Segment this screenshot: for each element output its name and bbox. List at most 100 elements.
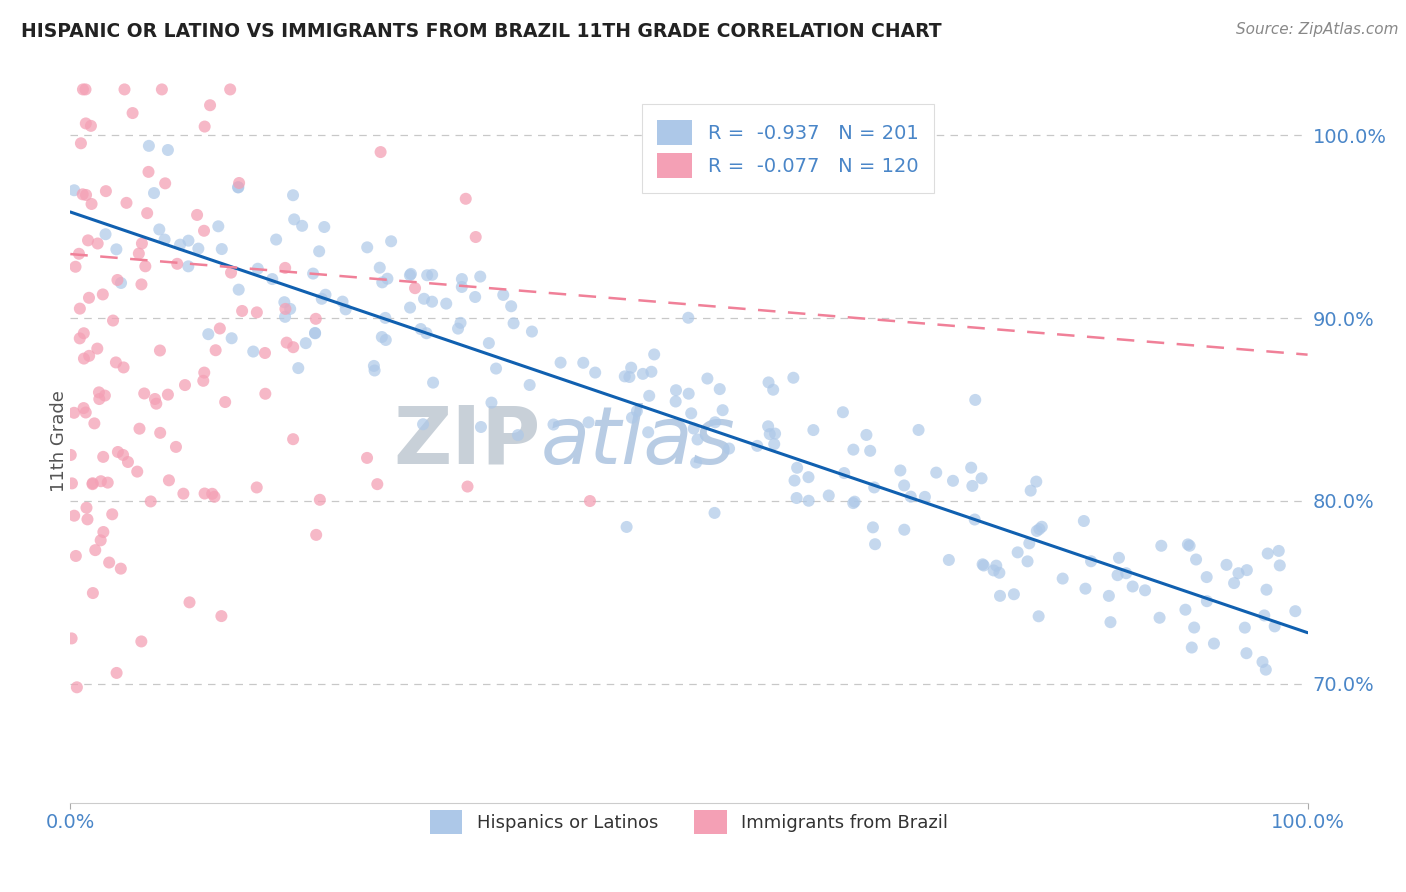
Point: [90, 533, 112, 548]
Point: [131, 277, 153, 292]
Point: [619, 370, 641, 384]
Point: [156, 387, 179, 401]
Point: [107, 445, 129, 459]
Point: [94, 184, 117, 198]
Point: [90, 474, 112, 488]
Point: [60, 476, 83, 491]
Point: [187, 242, 209, 256]
Point: [65, 260, 87, 274]
Point: [82, 586, 104, 600]
Point: [434, 296, 457, 310]
Point: [478, 336, 501, 351]
Point: [128, 246, 150, 260]
Point: [862, 520, 884, 534]
Point: [221, 331, 243, 345]
Point: [579, 494, 602, 508]
Point: [82, 477, 104, 491]
Point: [1215, 558, 1237, 572]
Point: [91, 450, 114, 464]
Point: [80, 197, 103, 211]
Point: [1080, 554, 1102, 568]
Point: [962, 479, 984, 493]
Point: [762, 383, 785, 397]
Point: [76, 512, 98, 526]
Point: [1018, 536, 1040, 550]
Point: [136, 206, 159, 220]
Point: [278, 301, 301, 316]
Point: [246, 305, 269, 319]
Point: [294, 336, 316, 351]
Point: [314, 219, 336, 234]
Point: [399, 268, 422, 283]
Point: [60, 632, 83, 646]
Point: [274, 301, 297, 316]
Point: [101, 313, 124, 327]
Point: [681, 406, 703, 420]
Point: [1264, 619, 1286, 633]
Point: [481, 395, 503, 409]
Point: [314, 287, 336, 301]
Point: [93, 524, 115, 539]
Point: [371, 276, 394, 290]
Point: [409, 322, 432, 336]
Point: [631, 367, 654, 381]
Point: [186, 208, 208, 222]
Point: [803, 423, 825, 437]
Point: [75, 116, 97, 130]
Point: [638, 389, 661, 403]
Point: [179, 595, 201, 609]
Point: [304, 326, 326, 340]
Point: [105, 665, 128, 680]
Point: [709, 382, 731, 396]
Point: [1025, 475, 1047, 489]
Point: [1185, 552, 1208, 566]
Point: [105, 243, 128, 257]
Point: [283, 212, 305, 227]
Point: [131, 236, 153, 251]
Point: [1177, 537, 1199, 551]
Point: [82, 476, 104, 491]
Point: [75, 188, 97, 202]
Point: [374, 333, 396, 347]
Point: [450, 280, 472, 294]
Point: [1031, 520, 1053, 534]
Point: [797, 493, 820, 508]
Point: [127, 465, 149, 479]
Point: [640, 365, 662, 379]
Point: [1025, 524, 1047, 538]
Point: [69, 331, 91, 345]
Point: [1268, 558, 1291, 573]
Point: [1122, 579, 1144, 593]
Point: [1002, 587, 1025, 601]
Point: [201, 487, 224, 501]
Point: [356, 240, 378, 254]
Point: [73, 326, 96, 341]
Point: [89, 392, 111, 406]
Point: [422, 376, 444, 390]
Point: [77, 349, 100, 363]
Point: [165, 440, 187, 454]
Point: [101, 508, 124, 522]
Point: [59, 448, 82, 462]
Point: [97, 475, 120, 490]
Point: [138, 165, 160, 179]
Point: [73, 351, 96, 366]
Point: [665, 383, 688, 397]
Point: [637, 425, 659, 440]
Point: [291, 219, 314, 233]
Point: [150, 82, 173, 96]
Point: [107, 273, 129, 287]
Point: [1115, 566, 1137, 581]
Point: [204, 343, 226, 358]
Point: [209, 609, 232, 624]
Point: [145, 397, 167, 411]
Point: [197, 327, 219, 342]
Point: [308, 244, 330, 259]
Point: [208, 321, 231, 335]
Point: [153, 177, 176, 191]
Point: [756, 419, 779, 434]
Point: [72, 187, 94, 202]
Point: [94, 388, 117, 402]
Point: [134, 260, 156, 274]
Point: [1223, 576, 1246, 591]
